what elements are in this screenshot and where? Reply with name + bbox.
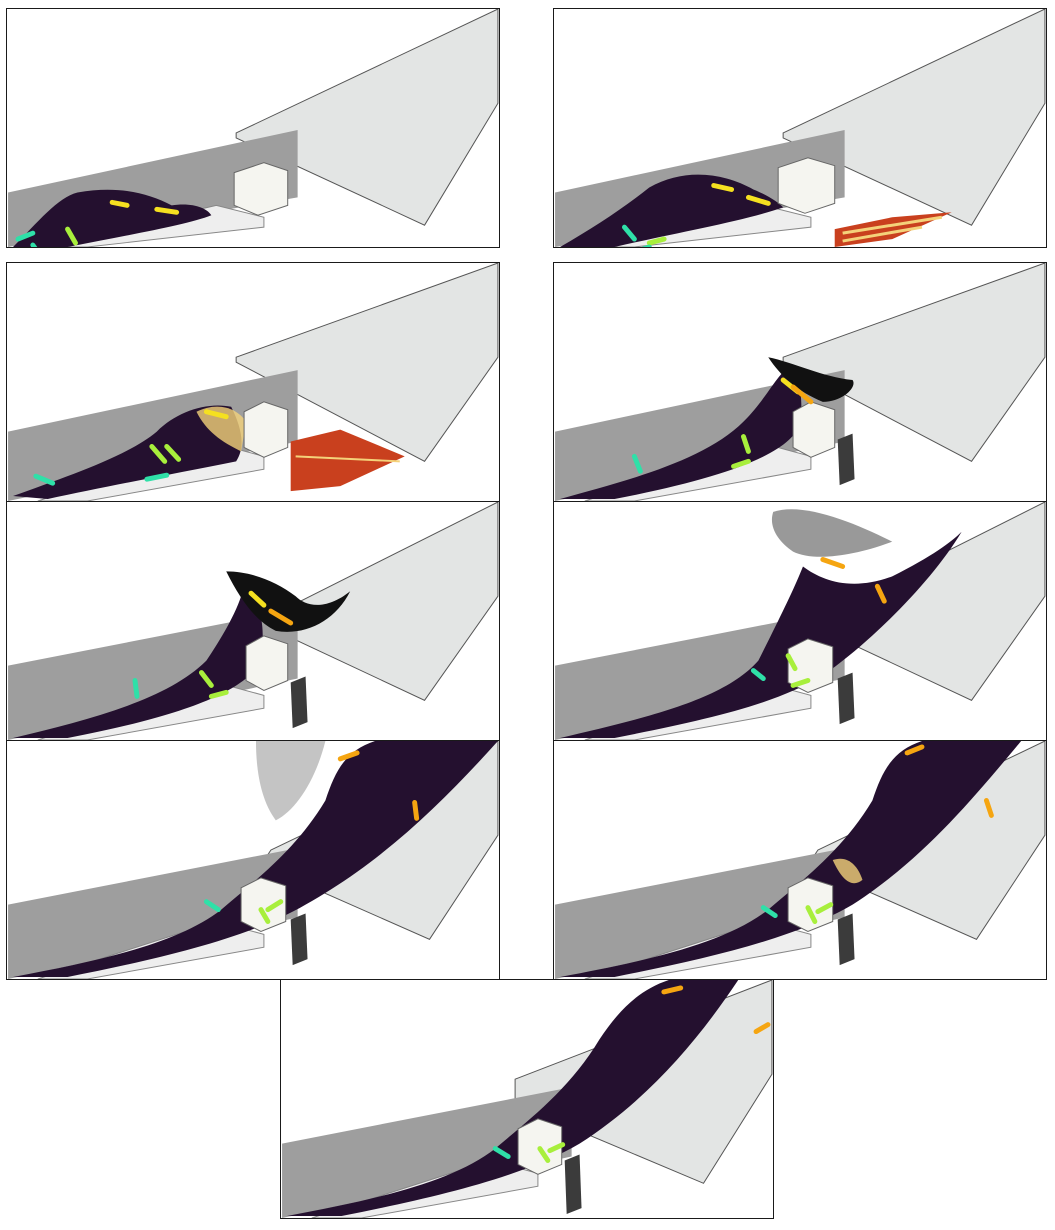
cube-block <box>792 401 836 458</box>
orientation-bars <box>621 183 771 247</box>
simulation-panel-4 <box>553 262 1047 502</box>
pressure-heat-plate <box>290 429 405 492</box>
seawall <box>555 848 845 979</box>
particle-sensor-plate <box>837 433 855 486</box>
impact-foam <box>832 858 863 884</box>
cube-block <box>245 635 289 691</box>
simulation-panel-5 <box>6 501 500 741</box>
seawall <box>8 848 298 979</box>
panel-6-scene <box>555 502 1046 740</box>
simulation-panel-7 <box>6 740 500 980</box>
impact-foam <box>196 406 247 452</box>
panel-3-scene <box>8 263 499 501</box>
deck-slab <box>235 9 499 226</box>
cube-block <box>777 157 836 214</box>
panel-4-scene <box>555 263 1046 501</box>
simulation-panel-6 <box>553 501 1047 741</box>
wave-front <box>13 596 263 739</box>
wave-front <box>560 174 784 247</box>
cube-block <box>787 638 834 693</box>
orientation-bars <box>15 199 180 247</box>
orientation-bars <box>203 750 420 924</box>
cube-block <box>240 877 287 932</box>
particle-sensor-plate <box>290 676 308 729</box>
simulation-panel-1 <box>6 8 500 248</box>
spray-cloud <box>255 741 326 821</box>
splash-crest <box>768 357 854 402</box>
particle-sensor-plate <box>837 672 855 725</box>
orientation-bars <box>132 590 294 699</box>
wave-front <box>560 531 962 739</box>
particle-sensor-plate <box>837 913 855 966</box>
panel-1-scene <box>8 9 499 247</box>
panel-5-scene <box>8 502 499 740</box>
orientation-bars <box>760 744 994 924</box>
cube-block <box>243 401 289 458</box>
orientation-bars <box>631 377 814 474</box>
particle-sensor-plate <box>564 1154 582 1215</box>
panel-7-scene <box>8 741 499 979</box>
panel-8-scene <box>555 741 1046 979</box>
spray-cloud <box>771 509 893 557</box>
deck-slab <box>235 263 499 462</box>
panel-2-scene <box>555 9 1046 247</box>
panel-9-scene <box>282 980 773 1218</box>
seawall <box>282 1087 572 1218</box>
orientation-bars <box>33 409 229 486</box>
overtopping-jet <box>226 571 351 632</box>
simulation-panel-9 <box>280 979 774 1219</box>
orientation-bars <box>750 557 887 688</box>
wave-front <box>13 405 242 500</box>
cube-block <box>233 162 289 216</box>
deck-slab <box>782 9 1046 226</box>
wave-front <box>560 372 802 500</box>
wave-front <box>287 980 739 1217</box>
cube-block <box>787 877 834 932</box>
particle-sensor-plate <box>290 913 308 966</box>
wave-front <box>13 189 212 247</box>
simulation-panel-3 <box>6 262 500 502</box>
simulation-panel-8 <box>553 740 1047 980</box>
orientation-bars <box>492 985 771 1163</box>
wave-front <box>560 741 1022 978</box>
wave-front <box>13 741 498 978</box>
simulation-panel-2 <box>553 8 1047 248</box>
